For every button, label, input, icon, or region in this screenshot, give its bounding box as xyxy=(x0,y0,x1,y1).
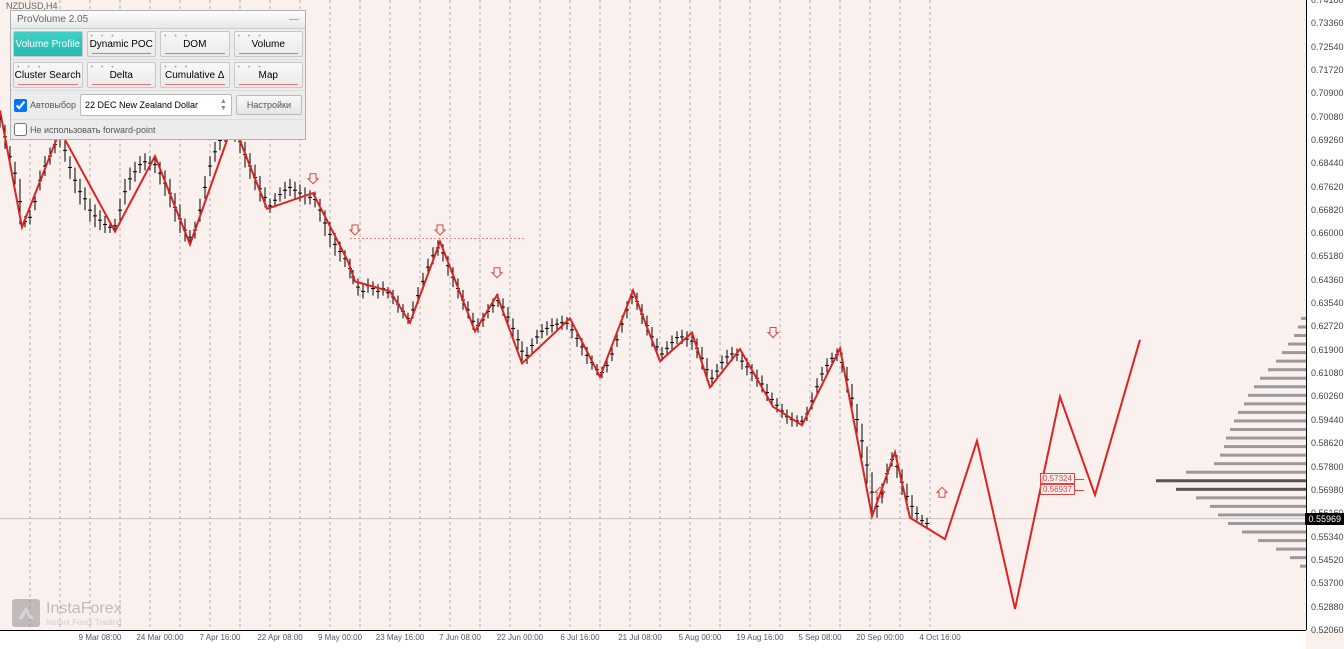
panel-button-dynamic-poc[interactable]: • • •Dynamic POC xyxy=(87,31,157,57)
provolume-panel[interactable]: ProVolume 2.05 — • • •Volume Profile• • … xyxy=(10,10,306,140)
current-price-marker: 0.55969 xyxy=(1305,513,1344,525)
auto-checkbox[interactable] xyxy=(14,99,27,112)
panel-button-delta[interactable]: • • •Delta xyxy=(87,62,157,88)
y-tick-label: 0.61080 xyxy=(1311,368,1344,378)
auto-checkbox-label[interactable]: Автовыбор xyxy=(14,99,76,112)
x-axis: 9 Mar 08:00 24 Mar 00:00 7 Apr 16:00 22 Apr… xyxy=(0,630,1306,649)
y-tick-label: 0.54520 xyxy=(1311,555,1344,565)
panel-header[interactable]: ProVolume 2.05 — xyxy=(11,11,305,29)
chart-symbol-title: NZDUSD,H4 xyxy=(6,1,58,11)
x-tick-label: 5 Aug 00:00 xyxy=(679,633,722,642)
select-spinner-icon[interactable]: ▲▼ xyxy=(220,98,227,112)
logo-icon xyxy=(12,599,40,627)
y-tick-label: 0.71720 xyxy=(1311,65,1344,75)
panel-button-label: Map xyxy=(235,70,303,81)
instrument-select[interactable]: 22 DEC New Zealand Dollar ▲▼ xyxy=(80,94,232,116)
y-tick-label: 0.56980 xyxy=(1311,485,1344,495)
logo-text: InstaForex xyxy=(46,600,122,618)
fwd-checkbox[interactable] xyxy=(14,123,27,136)
y-tick-label: 0.60260 xyxy=(1311,391,1344,401)
y-tick-label: 0.64360 xyxy=(1311,275,1344,285)
x-tick-label: 6 Jul 16:00 xyxy=(560,633,599,642)
panel-button-label: Cumulative Δ xyxy=(161,70,229,81)
x-tick-label: 5 Sep 08:00 xyxy=(798,633,841,642)
y-tick-label: 0.61900 xyxy=(1311,345,1344,355)
minimize-icon[interactable]: — xyxy=(289,14,299,25)
y-tick-label: 0.68440 xyxy=(1311,158,1344,168)
x-tick-label: 7 Jun 08:00 xyxy=(439,633,481,642)
panel-button-label: Volume Profile xyxy=(14,39,82,50)
y-tick-label: 0.57800 xyxy=(1311,462,1344,472)
panel-button-dom[interactable]: • • •DOM xyxy=(160,31,230,57)
x-tick-label: 23 May 16:00 xyxy=(376,633,424,642)
x-tick-label: 22 Apr 08:00 xyxy=(257,633,302,642)
y-tick-label: 0.73360 xyxy=(1311,18,1344,28)
panel-button-label: Dynamic POC xyxy=(88,39,156,50)
instaforex-logo: InstaForex Instant Forex Trading xyxy=(12,599,122,627)
y-tick-label: 0.59440 xyxy=(1311,415,1344,425)
y-tick-label: 0.67620 xyxy=(1311,182,1344,192)
x-tick-label: 20 Sep 00:00 xyxy=(856,633,904,642)
panel-button-cumulative-[interactable]: • • •Cumulative Δ xyxy=(160,62,230,88)
y-tick-label: 0.70080 xyxy=(1311,112,1344,122)
x-tick-label: 21 Jul 08:00 xyxy=(618,633,662,642)
panel-title: ProVolume 2.05 xyxy=(17,14,88,25)
y-tick-label: 0.55340 xyxy=(1311,532,1344,542)
y-tick-label: 0.72540 xyxy=(1311,42,1344,52)
x-tick-label: 19 Aug 16:00 xyxy=(736,633,783,642)
y-tick-label: 0.66820 xyxy=(1311,205,1344,215)
x-tick-label: 4 Oct 16:00 xyxy=(919,633,960,642)
fwd-label-text: Не использовать forward-point xyxy=(30,125,156,135)
y-tick-label: 0.62720 xyxy=(1311,321,1344,331)
y-tick-label: 0.74180 xyxy=(1311,0,1344,5)
y-axis: 0.74180 0.73360 0.72540 0.71720 0.70900 0.700… xyxy=(1306,0,1344,630)
panel-button-label: Delta xyxy=(88,70,156,81)
y-tick-label: 0.65180 xyxy=(1311,251,1344,261)
panel-button-label: Volume xyxy=(235,39,303,50)
x-tick-label: 24 Mar 00:00 xyxy=(136,633,183,642)
panel-button-volume[interactable]: • • •Volume xyxy=(234,31,304,57)
logo-tagline: Instant Forex Trading xyxy=(46,618,122,627)
y-tick-label: 0.69260 xyxy=(1311,135,1344,145)
panel-button-label: Cluster Search xyxy=(14,70,82,81)
x-tick-label: 9 Mar 08:00 xyxy=(79,633,122,642)
y-tick-label: 0.66000 xyxy=(1311,228,1344,238)
select-value: 22 DEC New Zealand Dollar xyxy=(85,100,198,110)
y-tick-label: 0.58620 xyxy=(1311,438,1344,448)
y-tick-label: 0.63540 xyxy=(1311,298,1344,308)
fwd-checkbox-label[interactable]: Не использовать forward-point xyxy=(14,123,156,136)
x-tick-label: 9 May 00:00 xyxy=(318,633,362,642)
y-tick-label: 0.70900 xyxy=(1311,88,1344,98)
price-level-box: 0.56937 xyxy=(1040,484,1075,495)
panel-button-cluster-search[interactable]: • • •Cluster Search xyxy=(13,62,83,88)
y-tick-label: 0.53700 xyxy=(1311,578,1344,588)
y-tick-label: 0.52880 xyxy=(1311,602,1344,612)
settings-button[interactable]: Настройки xyxy=(236,95,302,115)
x-tick-label: 22 Jun 00:00 xyxy=(497,633,543,642)
x-tick-label: 7 Apr 16:00 xyxy=(200,633,241,642)
panel-button-label: DOM xyxy=(161,39,229,50)
price-level-box: 0.57324 xyxy=(1040,473,1075,484)
panel-button-map[interactable]: • • •Map xyxy=(234,62,304,88)
auto-label-text: Автовыбор xyxy=(30,100,76,110)
y-tick-label: 0.52060 xyxy=(1311,625,1344,635)
panel-button-volume-profile[interactable]: • • •Volume Profile xyxy=(13,31,83,57)
